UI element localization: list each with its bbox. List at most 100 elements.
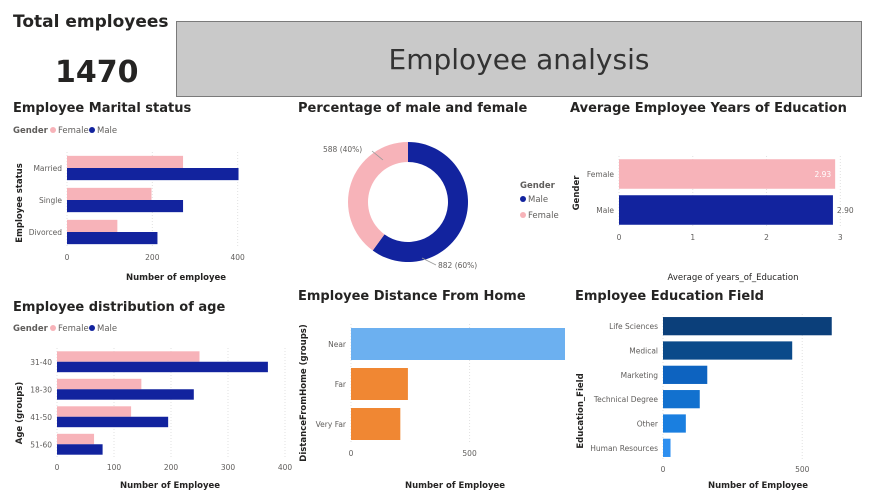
age-chart-title: Employee distribution of age	[13, 300, 226, 315]
gender-donut-chart: 588 (40%) 882 (60%) Gender Male Female	[323, 142, 559, 270]
field-ylabel: Education_Field	[576, 373, 586, 448]
distance-category-label: Far	[335, 380, 347, 389]
age-legend-title: Gender	[13, 324, 49, 334]
age-xtick-label: 100	[107, 463, 122, 472]
age-bar-male	[57, 416, 169, 428]
education-years-chart: Gender Female Male 0 1 2 3 2.93 2.90 Average of…	[572, 156, 854, 283]
education-category-label: Female	[587, 170, 615, 179]
gender-legend-male-dot	[520, 196, 526, 202]
field-bar	[663, 365, 708, 384]
field-bar	[663, 390, 700, 409]
education-xlabel: Average of years_of_Education	[668, 273, 799, 283]
distance-bar	[351, 328, 565, 360]
age-xtick-label: 400	[278, 463, 293, 472]
marital-category-label: Married	[33, 164, 62, 173]
distance-bar	[351, 368, 408, 400]
age-bar-male	[57, 389, 194, 400]
field-bar	[663, 438, 671, 457]
education-ylabel: Gender	[572, 175, 582, 211]
age-xtick-label: 200	[164, 463, 179, 472]
age-category-label: 41-50	[30, 413, 52, 422]
education-xtick-label: 3	[838, 233, 843, 242]
education-field-chart: Education_Field Life Sciences Medical Mark…	[576, 314, 832, 491]
field-category-label: Medical	[629, 347, 658, 356]
education-xtick-label: 0	[617, 233, 622, 242]
distance-ylabel: DistanceFromHome (groups)	[299, 324, 309, 462]
dashboard-title: Employee analysis	[388, 42, 650, 76]
kpi-title: Total employees	[13, 12, 169, 32]
marital-chart: Gender Female Male Employee status Marri…	[13, 126, 246, 283]
distance-xtick-label: 500	[462, 449, 477, 458]
gender-legend-female-dot	[520, 212, 526, 218]
age-xlabel: Number of Employee	[120, 481, 220, 491]
distance-chart-title: Employee Distance From Home	[298, 289, 526, 304]
education-bar	[619, 159, 836, 189]
marital-category-label: Divorced	[29, 228, 63, 237]
age-category-label: 31-40	[30, 358, 52, 367]
marital-ylabel: Employee status	[15, 163, 25, 243]
education-xtick-label: 2	[764, 233, 769, 242]
field-bar	[663, 414, 686, 433]
age-bar-male	[57, 444, 103, 455]
marital-bar-female	[67, 187, 152, 200]
distance-xtick-label: 0	[349, 449, 354, 458]
legend-female-label: Female	[58, 126, 89, 136]
marital-category-label: Single	[39, 196, 62, 205]
marital-legend-title: Gender	[13, 126, 49, 136]
education-value-label: 2.93	[814, 170, 831, 179]
male-slice-label: 882 (60%)	[438, 261, 477, 270]
age-chart: Gender Female Male Age (groups) 31-40 18-…	[13, 324, 293, 491]
age-category-label: 51-60	[30, 440, 52, 449]
gender-legend-title: Gender	[520, 181, 556, 191]
field-bar	[663, 341, 793, 360]
marital-bar-female	[67, 219, 118, 232]
marital-bar-female	[67, 155, 184, 168]
age-legend: Gender Female Male	[13, 324, 117, 334]
age-xtick-label: 300	[221, 463, 236, 472]
gender-chart-title: Percentage of male and female	[298, 101, 528, 116]
education-chart-title: Average Employee Years of Education	[570, 101, 847, 116]
age-xtick-label: 0	[55, 463, 60, 472]
education-xtick-label: 1	[690, 233, 695, 242]
distance-category-label: Very Far	[316, 420, 347, 429]
legend-male-label: Male	[97, 126, 117, 136]
field-category-label: Marketing	[621, 371, 659, 380]
field-xtick-label: 500	[795, 465, 810, 474]
field-xlabel: Number of Employee	[708, 481, 808, 491]
distance-bar	[351, 408, 401, 440]
legend-male-dot	[89, 127, 95, 133]
marital-bar-male	[67, 232, 158, 245]
marital-chart-title: Employee Marital status	[13, 101, 192, 116]
distance-chart: DistanceFromHome (groups) Near Far Very Fa…	[299, 324, 565, 491]
marital-xtick-label: 200	[145, 253, 160, 262]
age-legend-female: Female	[58, 324, 89, 334]
marital-legend: Gender Female Male	[13, 126, 117, 136]
age-bar-female	[57, 433, 95, 445]
female-slice-label: 588 (40%)	[323, 145, 362, 154]
marital-xtick-label: 400	[231, 253, 246, 262]
field-chart-title: Employee Education Field	[575, 289, 764, 304]
distance-xlabel: Number of Employee	[405, 481, 505, 491]
donut-slice-female	[348, 142, 408, 251]
field-category-label: Human Resources	[590, 444, 658, 453]
kpi-total-employees-value: 1470	[55, 55, 139, 90]
dashboard-banner: Employee analysis	[176, 21, 862, 97]
age-bar-male	[57, 361, 268, 373]
distance-category-label: Near	[328, 340, 347, 349]
age-category-label: 18-30	[30, 385, 52, 394]
age-ylabel: Age (groups)	[15, 382, 25, 445]
age-legend-male-dot	[89, 325, 95, 331]
marital-xtick-label: 0	[65, 253, 70, 262]
age-bar-female	[57, 351, 200, 362]
donut-slice-male	[372, 142, 468, 262]
marital-bar-male	[67, 200, 184, 213]
education-bar	[619, 195, 833, 225]
age-legend-male: Male	[97, 324, 117, 334]
field-xtick-label: 0	[661, 465, 666, 474]
marital-bar-male	[67, 168, 239, 181]
age-bar-female	[57, 406, 132, 417]
field-bar	[663, 317, 832, 336]
legend-female-dot	[50, 127, 56, 133]
age-legend-female-dot	[50, 325, 56, 331]
gender-legend-male: Male	[528, 195, 548, 205]
